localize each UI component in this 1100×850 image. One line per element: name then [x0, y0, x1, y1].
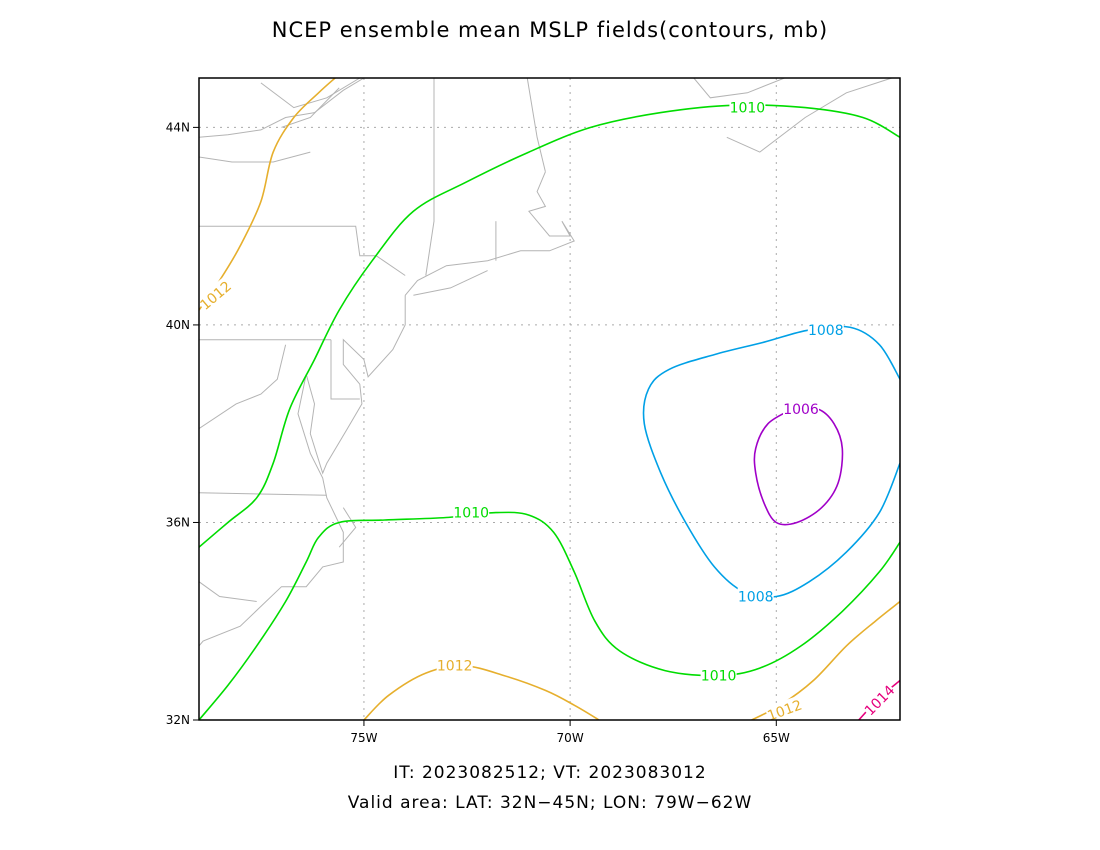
contour-label-halo	[700, 666, 737, 684]
contour-label-halo	[453, 503, 490, 521]
contour-label-text: 1008	[738, 590, 774, 606]
contour-label-text: 1012	[437, 659, 473, 675]
coastline-segment	[199, 295, 406, 647]
contour-label-halo	[436, 656, 473, 674]
lon-tick-label: 65W	[763, 731, 790, 745]
coastline-segment	[338, 507, 357, 548]
coastline-segment	[339, 78, 510, 79]
contour-label-halo	[807, 320, 844, 338]
area-caption: Valid area: LAT: 32N−45N; LON: 79W−62W	[347, 793, 753, 813]
contour-label-halo	[737, 587, 774, 605]
coastline-segment	[199, 225, 406, 276]
lon-tick-label: 70W	[557, 731, 584, 745]
contour-label-1012: 1012	[436, 656, 473, 675]
contour-label-halo	[729, 98, 766, 116]
coastline-segment	[726, 78, 900, 153]
coastline-segment	[260, 78, 361, 109]
coastline-segment	[404, 171, 575, 296]
coastlines	[199, 78, 900, 647]
coastline-segment	[425, 78, 435, 276]
contour-label-1006: 1006	[783, 399, 819, 418]
contour-label-text: 1010	[730, 101, 766, 117]
gridlines	[199, 78, 900, 720]
plot-frame	[198, 77, 901, 721]
contour-label-text: 1010	[453, 506, 489, 522]
lat-tick-label: 44N	[166, 120, 190, 134]
contour-label-text: 1010	[701, 669, 737, 685]
contour-label-text: 1008	[808, 323, 844, 339]
coastline-segment	[330, 339, 360, 400]
coastline-segment	[199, 112, 315, 138]
coastline-segment	[199, 492, 327, 496]
lat-tick-label: 36N	[166, 515, 190, 529]
lon-tick-label: 75W	[350, 731, 377, 745]
coastline-segment	[693, 78, 787, 99]
isobar-1012	[199, 78, 336, 311]
time-caption: IT: 2023082512; VT: 2023083012	[393, 763, 707, 783]
lat-tick-label: 32N	[166, 713, 190, 727]
isobar-1012	[363, 664, 600, 720]
contour-label-text: 1006	[783, 402, 819, 418]
contour-label-1008: 1008	[807, 320, 844, 339]
coastline-segment	[199, 344, 287, 430]
contour-label-halo	[783, 399, 819, 417]
axis-ticks: 75W 70W 65W 32N 36N 40N 44N	[166, 120, 790, 745]
coastline-segment	[526, 78, 546, 172]
contour-label-halo	[860, 681, 898, 719]
lat-tick-label: 40N	[166, 318, 190, 332]
isobar-1010	[199, 104, 900, 548]
coastline-segment	[425, 78, 478, 79]
isobar-1006	[753, 407, 844, 526]
isobar-1008	[642, 325, 900, 598]
coastline-segment	[413, 270, 488, 296]
contour-label-1012: 1012	[195, 276, 235, 314]
coastline-segment	[281, 87, 340, 128]
contour-label-halo	[764, 695, 805, 724]
contour-label-1010: 1010	[700, 666, 737, 685]
coastline-segment	[199, 581, 257, 602]
coastline-segment	[314, 78, 365, 113]
contour-label-1008: 1008	[737, 587, 774, 606]
isobar-1010	[199, 511, 900, 720]
contour-label-halo	[195, 276, 235, 313]
contour-label-1010: 1010	[729, 98, 766, 117]
coastline-segment	[199, 151, 311, 163]
pressure-contours	[199, 78, 900, 720]
contour-label-1010: 1010	[453, 503, 490, 522]
chart-title: NCEP ensemble mean MSLP fields(contours,…	[271, 18, 829, 42]
